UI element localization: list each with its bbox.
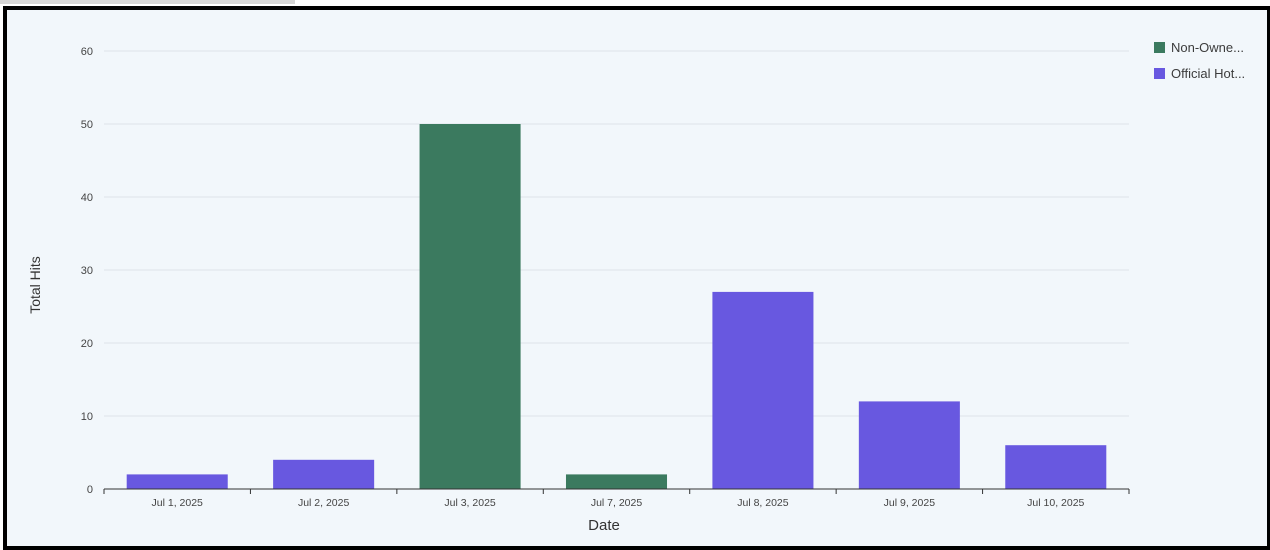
- y-tick-label: 50: [81, 119, 93, 131]
- legend-item-official-hot[interactable]: Official Hot...: [1154, 65, 1245, 81]
- y-tick-label: 60: [81, 46, 93, 58]
- top-edge-strip: [0, 0, 295, 4]
- y-tick-label: 30: [81, 265, 93, 277]
- x-tick-label: Jul 8, 2025: [737, 497, 789, 509]
- gridlines: [104, 50, 1129, 417]
- x-tick-label: Jul 2, 2025: [298, 497, 350, 509]
- y-tick-label: 20: [81, 338, 93, 350]
- bar[interactable]: [419, 124, 521, 489]
- y-axis-title: Total Hits: [27, 256, 43, 314]
- legend-item-non-owned[interactable]: Non-Owne...: [1154, 39, 1245, 55]
- bar[interactable]: [712, 291, 814, 489]
- legend: Non-Owne... Official Hot...: [1154, 39, 1245, 91]
- legend-swatch-official-hot: [1154, 67, 1165, 79]
- x-axis-title: Date: [588, 517, 620, 534]
- bar[interactable]: [858, 401, 960, 489]
- x-tick-label: Jul 3, 2025: [444, 497, 496, 509]
- legend-swatch-non-owned: [1154, 41, 1165, 53]
- bar[interactable]: [565, 474, 668, 489]
- y-tick-label: 0: [87, 484, 93, 496]
- y-axis-ticks: 0 10 20 30 40 50 60: [81, 46, 93, 496]
- x-tick-label: Jul 9, 2025: [884, 497, 936, 509]
- x-tick-label: Jul 1, 2025: [152, 497, 204, 509]
- bar[interactable]: [1005, 445, 1107, 489]
- x-tick-label: Jul 7, 2025: [591, 497, 643, 509]
- chart-panel: 0 10 20 30 40 50 60 Jul 1, 2025 Jul 2, 2025 Jul …: [3, 6, 1270, 550]
- x-tick-label: Jul 10, 2025: [1027, 497, 1084, 509]
- bar[interactable]: [126, 474, 228, 489]
- bar[interactable]: [273, 459, 375, 489]
- legend-label-official-hot: Official Hot...: [1171, 65, 1246, 81]
- bars: [126, 124, 1107, 489]
- y-tick-label: 10: [81, 411, 93, 423]
- y-tick-label: 40: [81, 192, 93, 204]
- x-axis: Jul 1, 2025 Jul 2, 2025 Jul 3, 2025 Jul 7, …: [103, 488, 1130, 509]
- legend-label-non-owned: Non-Owne...: [1171, 39, 1244, 55]
